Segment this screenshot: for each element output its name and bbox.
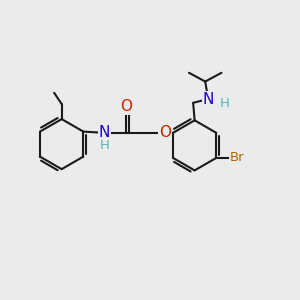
Text: N: N <box>99 125 110 140</box>
Text: O: O <box>159 125 171 140</box>
Text: Br: Br <box>230 152 244 164</box>
Text: H: H <box>100 139 110 152</box>
Text: H: H <box>219 97 229 110</box>
Text: N: N <box>202 92 214 106</box>
Text: O: O <box>120 99 132 114</box>
